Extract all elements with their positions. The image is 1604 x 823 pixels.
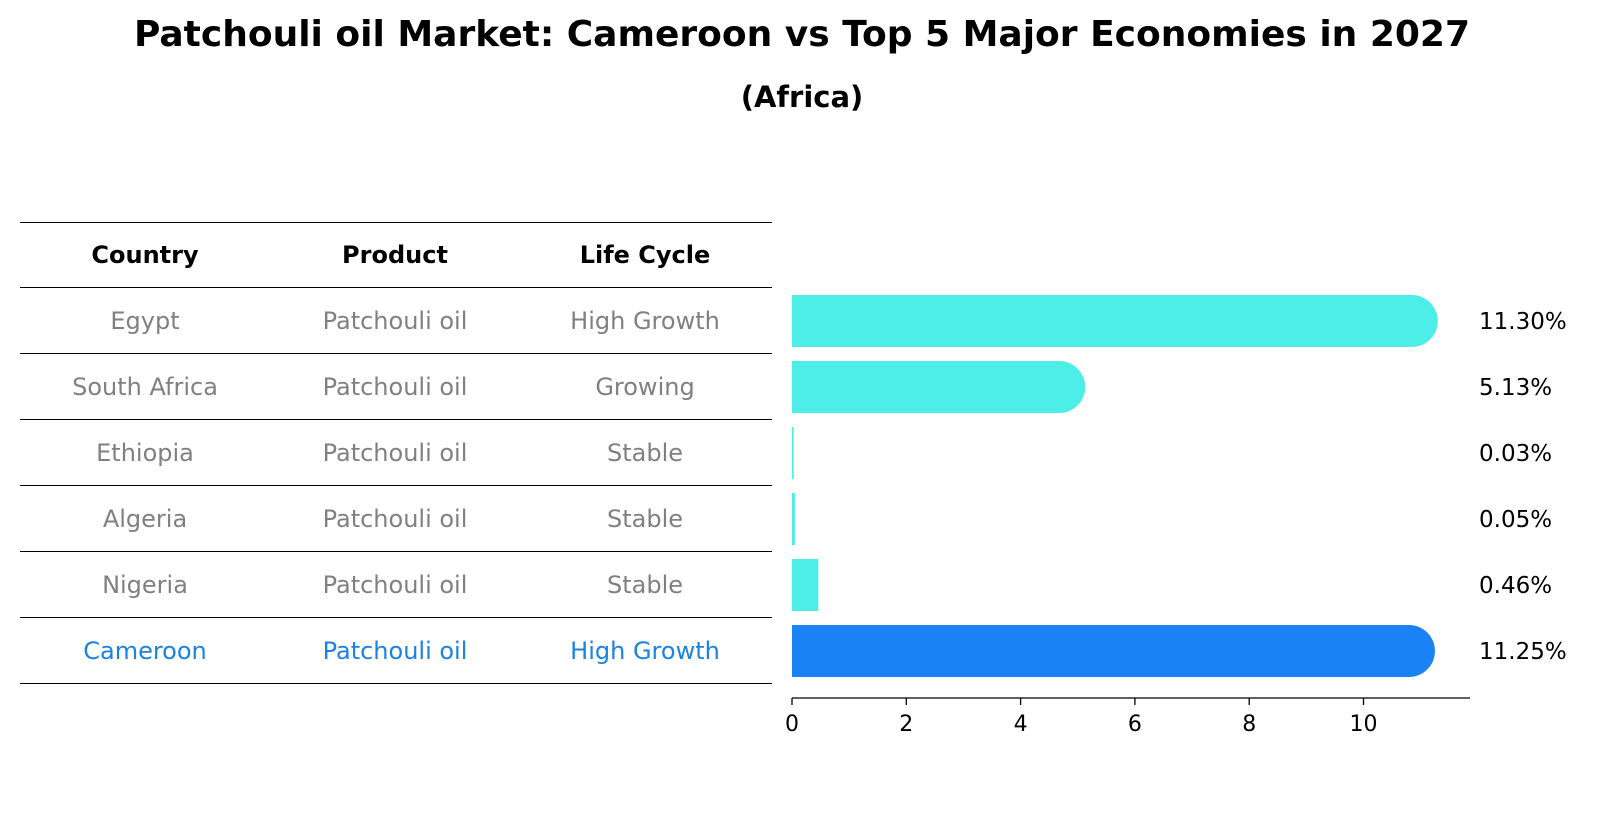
country-cell: South Africa [72,372,218,401]
table-row: Egypt Patchouli oil High Growth [20,288,772,354]
column-header-life-cycle: Life Cycle [579,241,711,269]
x-tick-label: 6 [1128,712,1142,737]
life-cycle-cell: High Growth [570,306,720,335]
table-row: Algeria Patchouli oil Stable [20,486,772,552]
product-cell: Patchouli oil [322,636,468,665]
value-label: 0.46% [1479,573,1552,599]
table-row: South Africa Patchouli oil Growing [20,354,772,420]
product-cell: Patchouli oil [322,504,468,533]
country-cell: Cameroon [83,636,207,665]
x-tick-label: 10 [1350,712,1378,737]
life-cycle-cell: High Growth [570,636,720,665]
table-header-row: Country Product Life Cycle [20,222,772,288]
x-tick-label: 8 [1242,712,1256,737]
table-row: Ethiopia Patchouli oil Stable [20,420,772,486]
bar-algeria [792,493,795,545]
value-label: 5.13% [1479,375,1552,401]
value-label: 0.05% [1479,507,1552,533]
table-row-highlight: Cameroon Patchouli oil High Growth [20,618,772,684]
value-label: 11.25% [1479,639,1567,665]
country-cell: Ethiopia [96,438,194,467]
x-tick-label: 4 [1014,712,1028,737]
country-cell: Algeria [102,504,188,533]
value-label: 11.30% [1479,309,1567,335]
product-cell: Patchouli oil [322,306,468,335]
column-header-country: Country [91,241,199,269]
value-label: 0.03% [1479,441,1552,467]
table-row: Nigeria Patchouli oil Stable [20,552,772,618]
product-cell: Patchouli oil [322,570,468,599]
country-cell: Nigeria [102,570,188,599]
chart-subtitle: (Africa) [740,80,864,114]
product-cell: Patchouli oil [322,372,468,401]
life-cycle-cell: Stable [606,504,684,533]
product-cell: Patchouli oil [322,438,468,467]
life-cycle-cell: Growing [595,372,695,401]
x-tick-label: 0 [785,712,799,737]
life-cycle-cell: Stable [606,438,684,467]
country-cell: Egypt [110,306,180,335]
bar-south-africa [792,361,1086,413]
bar-nigeria [792,559,819,611]
life-cycle-cell: Stable [606,570,684,599]
chart-title: Patchouli oil Market: Cameroon vs Top 5 … [133,14,1471,55]
x-tick-label: 2 [899,712,913,737]
bar-cameroon [792,625,1435,677]
bar-egypt [792,295,1438,347]
column-header-product: Product [342,241,448,269]
bar-ethiopia [792,427,794,479]
data-table: Country Product Life Cycle Egypt Patchou… [20,222,772,684]
